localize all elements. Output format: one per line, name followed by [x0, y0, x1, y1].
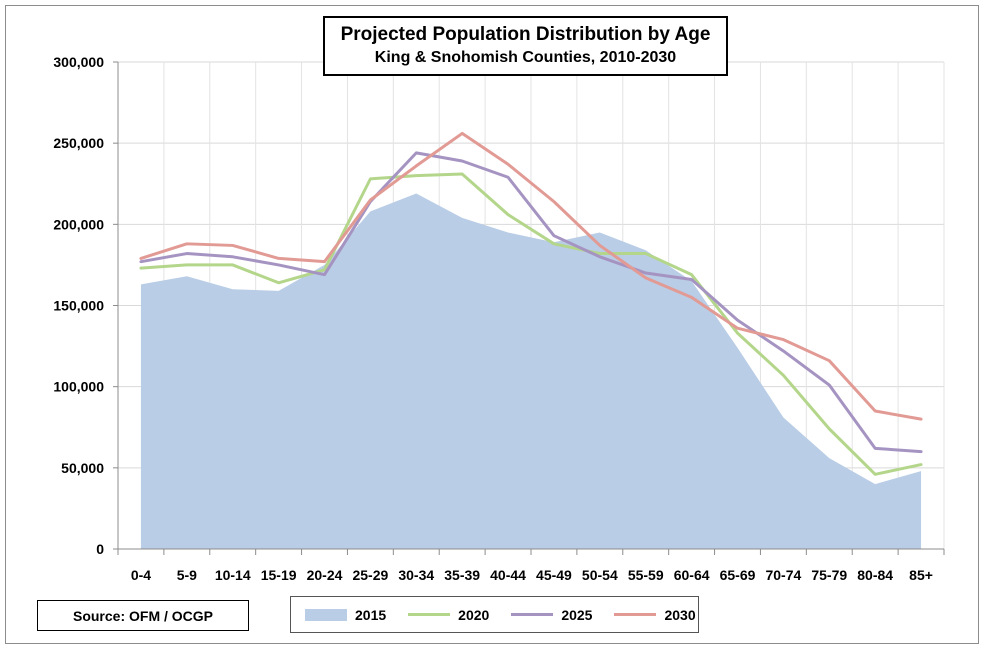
legend-item-2030: 2030: [614, 606, 696, 623]
source-text: Source: OFM / OCGP: [72, 607, 213, 624]
y-tick-label: 0: [96, 541, 104, 557]
legend-swatch-2015: [305, 608, 347, 621]
y-tick-label: 150,000: [53, 298, 104, 314]
legend-item-2020: 2020: [408, 607, 489, 623]
legend-label-2025: 2025: [561, 606, 593, 623]
x-tick-label: 80-84: [857, 567, 893, 583]
legend-swatch-2020: [408, 613, 451, 616]
legend-swatch-2025: [511, 613, 554, 616]
series-area-2015: [140, 193, 922, 550]
x-tick-label: 85+: [909, 567, 933, 583]
x-tick-label: 30-34: [398, 567, 434, 583]
x-tick-label: 60-64: [674, 567, 710, 583]
x-tick-label: 40-44: [490, 567, 526, 583]
source-box: Source: OFM / OCGP: [37, 600, 249, 631]
y-tick-label: 50,000: [61, 460, 104, 476]
chart-subtitle: King & Snohomish Counties, 2010-2030: [374, 49, 677, 66]
x-tick-label: 55-59: [628, 567, 664, 583]
x-tick-label: 0-4: [131, 567, 151, 583]
legend-label-2020: 2020: [458, 606, 490, 623]
chart-title: Projected Population Distribution by Age: [340, 24, 711, 45]
series-line-2020: [139, 172, 923, 476]
x-tick-label: 50-54: [582, 567, 618, 583]
x-tick-label: 5-9: [177, 567, 197, 583]
legend-item-2015: 2015: [305, 607, 386, 623]
legend-label-2015: 2015: [355, 606, 387, 623]
legend: 2015 2020 2025 2030: [290, 596, 699, 633]
x-tick-label: 25-29: [352, 567, 388, 583]
y-tick-label: 200,000: [53, 216, 104, 232]
x-tick-label: 65-69: [720, 567, 756, 583]
x-tick-label: 35-39: [444, 567, 480, 583]
axes: [113, 61, 945, 555]
lines-layer: [139, 131, 923, 476]
x-tick-label: 70-74: [765, 567, 801, 583]
legend-label-2030: 2030: [664, 606, 696, 623]
x-tick-label: 20-24: [307, 567, 343, 583]
area-layer: [140, 193, 922, 550]
legend-item-2025: 2025: [511, 607, 592, 623]
y-tick-labels: 0 50,000 100,000 150,000 200,000 250,000 300,0…: [53, 54, 104, 557]
series-line-2025: [139, 151, 923, 454]
x-tick-label: 15-19: [261, 567, 297, 583]
series-line-2030: [139, 131, 923, 421]
y-tick-label: 100,000: [53, 379, 104, 395]
x-tick-label: 45-49: [536, 567, 572, 583]
y-tick-label: 300,000: [53, 54, 104, 70]
chart-title-box: Projected Population Distribution by Age…: [323, 16, 728, 76]
y-tick-label: 250,000: [53, 135, 104, 151]
x-tick-label: 10-14: [215, 567, 251, 583]
x-tick-labels: 0-4 5-9 10-14 15-19 20-24 25-29 30-34 35-39 40-4…: [131, 567, 933, 583]
x-tick-label: 75-79: [811, 567, 847, 583]
legend-swatch-2030: [614, 613, 657, 616]
